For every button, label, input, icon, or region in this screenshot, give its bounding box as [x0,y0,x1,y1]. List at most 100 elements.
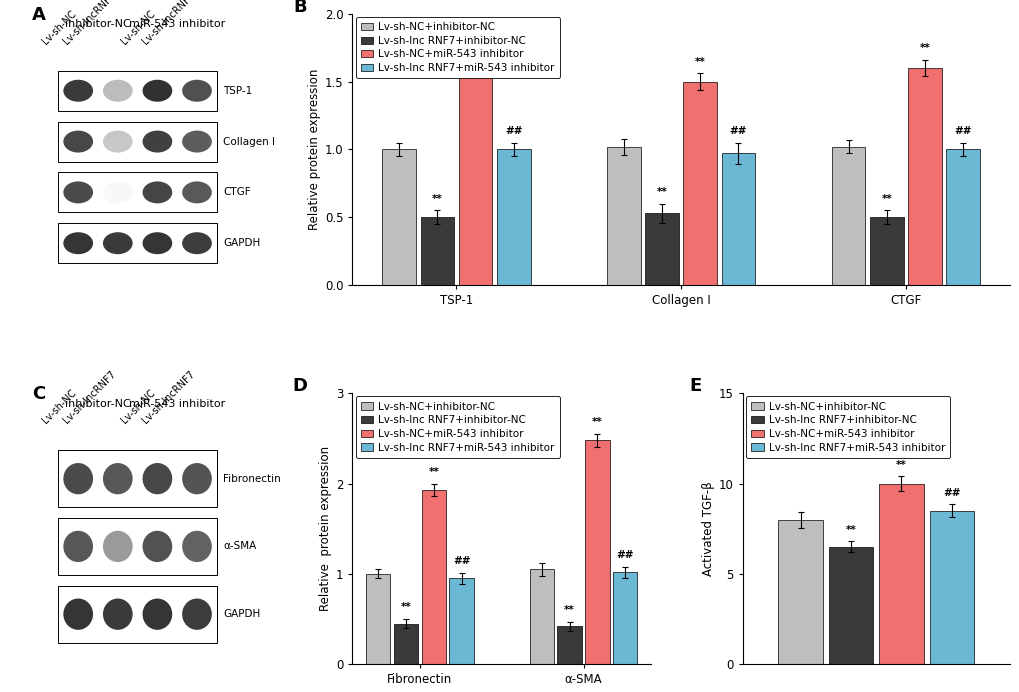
Text: GAPDH: GAPDH [223,238,261,248]
Text: inhibitor-NC: inhibitor-NC [65,399,130,409]
Bar [928,511,973,664]
Bar [606,147,640,285]
Legend: Lv-sh-NC+inhibitor-NC, Lv-sh-lnc RNF7+inhibitor-NC, Lv-sh-NC+miR-543 inhibitor, : Lv-sh-NC+inhibitor-NC, Lv-sh-lnc RNF7+in… [356,397,559,458]
Ellipse shape [182,599,212,630]
Text: C: C [32,385,45,403]
Legend: Lv-sh-NC+inhibitor-NC, Lv-sh-lnc RNF7+inhibitor-NC, Lv-sh-NC+miR-543 inhibitor, : Lv-sh-NC+inhibitor-NC, Lv-sh-lnc RNF7+in… [356,17,559,78]
Text: miR-543 inhibitor: miR-543 inhibitor [129,399,225,409]
Bar [828,547,872,664]
Bar [556,626,581,664]
Bar [612,572,637,664]
Text: Lv-sh-NC: Lv-sh-NC [119,388,157,426]
Bar [58,224,217,263]
Ellipse shape [182,131,212,152]
Ellipse shape [103,599,132,630]
Bar [720,154,754,285]
Bar [907,68,941,285]
Ellipse shape [182,181,212,203]
Ellipse shape [103,131,132,152]
Text: **: ** [919,43,929,53]
Text: ##: ## [943,488,960,498]
Ellipse shape [143,531,172,562]
Bar [382,149,416,285]
Bar [393,623,418,664]
Text: α-SMA: α-SMA [223,541,257,552]
Ellipse shape [103,233,132,254]
Bar [58,122,217,161]
Text: **: ** [470,40,480,51]
Ellipse shape [63,463,93,494]
Text: **: ** [591,417,602,427]
Text: Lv-sh-NC: Lv-sh-NC [41,388,78,426]
Bar [58,450,217,507]
Text: CTGF: CTGF [223,188,251,197]
Text: **: ** [400,602,411,612]
Bar [777,520,822,664]
Bar [449,579,474,664]
Y-axis label: Relative  protein expression: Relative protein expression [319,446,331,611]
Bar [645,213,679,285]
Text: miR-543 inhibitor: miR-543 inhibitor [129,19,225,29]
Text: GAPDH: GAPDH [223,609,261,619]
Ellipse shape [63,233,93,254]
Bar [58,585,217,643]
Ellipse shape [143,80,172,102]
Text: **: ** [845,525,856,535]
Ellipse shape [103,181,132,203]
Text: Collagen Ⅰ: Collagen Ⅰ [223,136,275,147]
Ellipse shape [182,233,212,254]
Text: Lv-sh-lncRNF7: Lv-sh-lncRNF7 [141,370,197,426]
Text: Lv-sh-NC: Lv-sh-NC [119,8,157,46]
Text: ##: ## [954,126,971,136]
Text: **: ** [431,194,442,203]
Ellipse shape [63,131,93,152]
Ellipse shape [143,131,172,152]
Ellipse shape [63,181,93,203]
Bar [58,172,217,212]
Ellipse shape [63,80,93,102]
Bar [830,147,864,285]
Text: **: ** [428,467,439,477]
Bar [58,518,217,575]
Text: TSP-1: TSP-1 [223,86,253,95]
Ellipse shape [143,599,172,630]
Y-axis label: Activated TGF-β: Activated TGF-β [701,482,714,576]
Text: ##: ## [504,126,522,136]
Text: Lv-sh-lncRNF7: Lv-sh-lncRNF7 [61,0,117,46]
Ellipse shape [143,181,172,203]
Bar [878,484,923,664]
Text: Fibronectin: Fibronectin [223,473,281,484]
Bar [683,82,716,285]
Ellipse shape [103,531,132,562]
Text: A: A [32,6,46,24]
Bar [946,149,979,285]
Text: **: ** [896,459,906,470]
Text: **: ** [880,194,892,203]
Ellipse shape [63,599,93,630]
Text: Lv-sh-lncRNF7: Lv-sh-lncRNF7 [61,370,117,426]
Text: **: ** [564,605,575,615]
Text: ##: ## [729,126,747,136]
Legend: Lv-sh-NC+inhibitor-NC, Lv-sh-lnc RNF7+inhibitor-NC, Lv-sh-NC+miR-543 inhibitor, : Lv-sh-NC+inhibitor-NC, Lv-sh-lnc RNF7+in… [745,397,950,458]
Text: **: ** [656,187,666,197]
Text: B: B [293,0,307,16]
Bar [366,574,390,664]
Ellipse shape [63,531,93,562]
Text: ##: ## [452,556,470,566]
Text: **: ** [694,57,705,66]
Ellipse shape [182,531,212,562]
Ellipse shape [143,463,172,494]
Bar [421,490,445,664]
Bar [496,149,530,285]
Text: Lv-sh-lncRNF7: Lv-sh-lncRNF7 [141,0,197,46]
Y-axis label: Relative protein expression: Relative protein expression [308,69,320,230]
Text: ##: ## [615,550,634,560]
Text: E: E [689,377,701,395]
Bar [529,570,553,664]
Ellipse shape [143,233,172,254]
Text: D: D [292,377,308,395]
Bar [869,217,903,285]
Bar [585,440,609,664]
Bar [459,65,492,285]
Ellipse shape [182,80,212,102]
